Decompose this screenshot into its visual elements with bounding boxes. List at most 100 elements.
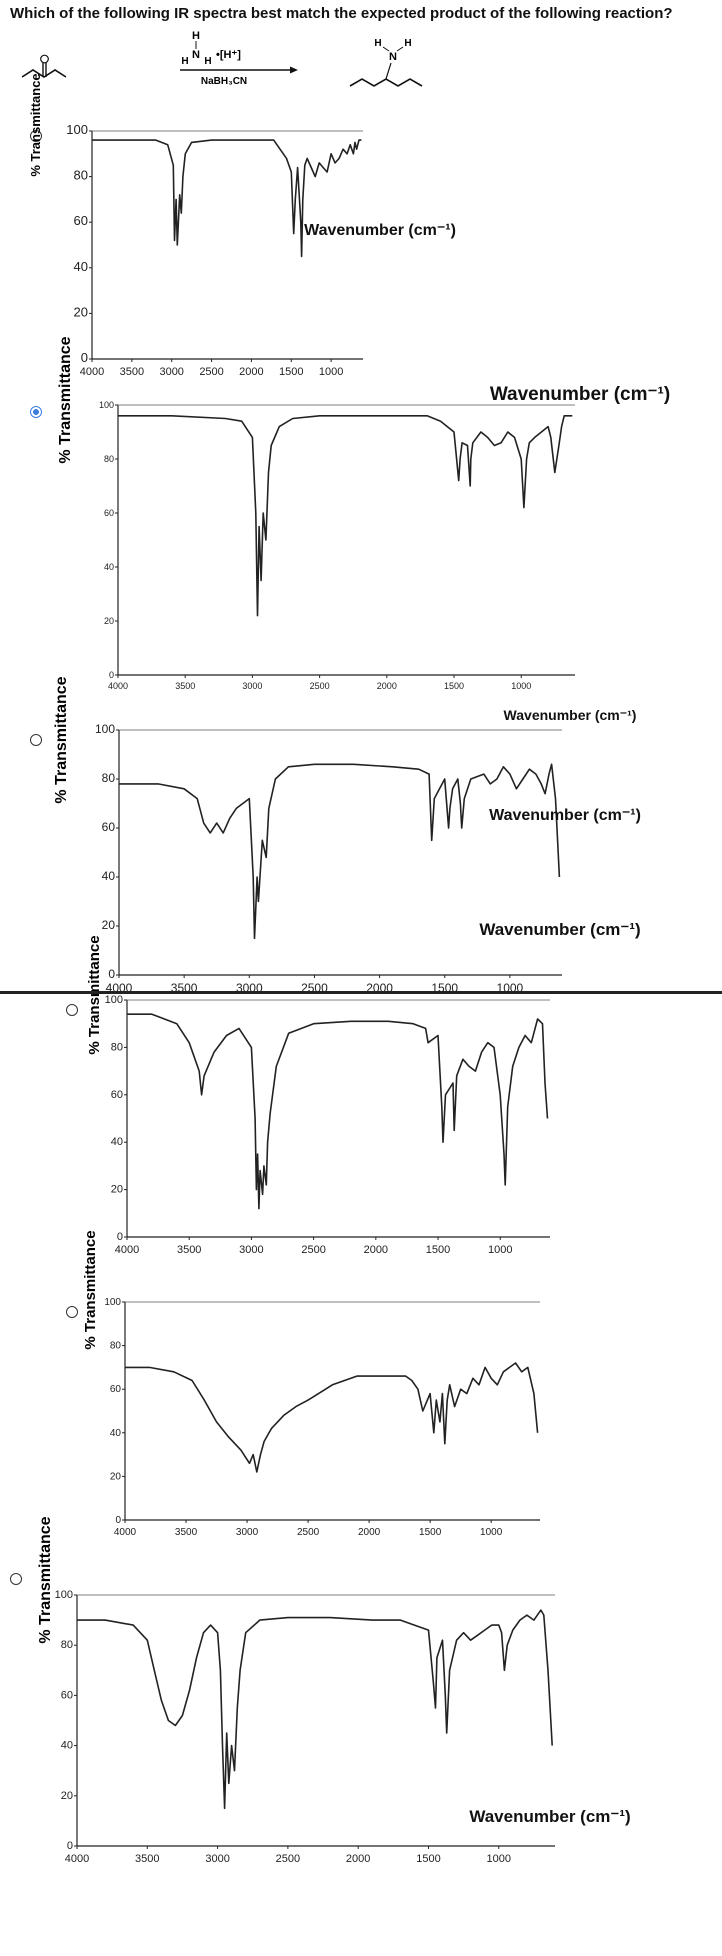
option-6-radio[interactable] [10,1573,22,1585]
y-tick-label: 40 [110,1428,122,1439]
y-tick-label: 20 [102,918,116,932]
x-tick-label: 1000 [487,1853,511,1865]
x-tick-label: 1000 [488,1244,512,1256]
spectrum-line [77,1609,553,1810]
y-tick-label: 0 [115,1515,121,1526]
y-tick-label: 100 [66,122,88,137]
x-tick-label: 3500 [120,366,144,378]
x-axis-label: Wavenumber (cm⁻¹) [479,920,640,939]
y-tick-label: 0 [117,1231,123,1243]
y-tick-label: 100 [104,1297,121,1308]
acid-catalyst: •[H⁺] [216,49,241,61]
x-axis-label: Wavenumber (cm⁻¹) [490,384,670,405]
y-tick-label: 60 [61,1689,73,1701]
y-axis-label: % Transmittance [37,1516,54,1643]
x-tick-label: 2500 [276,1853,300,1865]
y-tick-label: 100 [99,400,114,410]
x-tick-label: 2500 [297,1527,320,1538]
x-axis-label: Wavenumber (cm⁻¹) [469,1807,630,1826]
x-tick-label: 1000 [480,1527,503,1538]
x-tick-label: 1000 [319,366,343,378]
spectrum-line [127,1013,549,1210]
x-tick-label: 1500 [279,366,303,378]
y-tick-label: 20 [110,1471,122,1482]
x-tick-label: 4000 [65,1853,89,1865]
y-axis-label: % Transmittance [82,1230,99,1349]
x-tick-label: 3000 [242,681,262,691]
x-tick-label: 2500 [310,681,330,691]
y-tick-label: 0 [81,350,88,365]
y-tick-label: 20 [104,616,114,626]
y-tick-label: 40 [61,1740,73,1752]
y-tick-label: 20 [61,1790,73,1802]
y-tick-label: 80 [102,771,116,785]
x-tick-label: 2500 [301,1244,325,1256]
x-tick-label: 1500 [444,681,464,691]
y-tick-label: 40 [104,562,114,572]
reagent-n: N [192,49,200,61]
x-tick-label: 1000 [511,681,531,691]
x-tick-label: 1500 [416,1853,440,1865]
x-tick-label: 3000 [159,366,183,378]
product-h-right: H [404,38,411,49]
option-1-radio[interactable] [30,130,42,142]
x-tick-label: 2000 [364,1244,388,1256]
x-tick-label: 4000 [114,1527,137,1538]
y-tick-label: 80 [110,1341,122,1352]
y-tick-label: 0 [109,670,114,680]
spectrum-line [125,1362,539,1473]
x-axis-label: Wavenumber (cm⁻¹) [504,707,637,723]
option-3-radio[interactable] [30,734,42,746]
x-tick-label: 3500 [177,1244,201,1256]
y-tick-label: 40 [102,869,116,883]
x-axis-label: Wavenumber (cm⁻¹) [489,807,641,824]
y-tick-label: 60 [111,1089,123,1101]
x-tick-label: 3000 [205,1853,229,1865]
y-tick-label: 60 [110,1384,122,1395]
x-tick-label: 2000 [377,681,397,691]
y-tick-label: 60 [74,213,88,228]
x-tick-label: 2000 [346,1853,370,1865]
option-2-radio[interactable] [30,406,42,418]
option-5-radio[interactable] [66,1306,78,1318]
y-tick-label: 80 [74,168,88,183]
section-divider [0,991,722,994]
y-tick-label: 40 [74,259,88,274]
y-tick-label: 60 [102,820,116,834]
product-n: N [389,51,397,63]
y-tick-label: 0 [67,1840,73,1852]
x-tick-label: 1500 [426,1244,450,1256]
x-tick-label: 4000 [80,366,104,378]
x-tick-label: 3500 [135,1853,159,1865]
y-tick-label: 20 [74,304,88,319]
x-tick-label: 2000 [358,1527,381,1538]
y-tick-label: 100 [105,994,123,1006]
x-tick-label: 4000 [108,681,128,691]
x-tick-label: 2000 [239,366,263,378]
reagent-h-right: H [204,56,211,67]
spectrum-line [92,139,362,258]
y-axis-label: % Transmittance [28,73,43,176]
product-h-left: H [374,38,381,49]
spectrum-line [118,414,573,617]
y-axis-label: % Transmittance [53,676,70,803]
y-tick-label: 80 [61,1639,73,1651]
x-tick-label: 2500 [199,366,223,378]
y-axis-label: % Transmittance [57,336,74,463]
option-4-radio[interactable] [66,1004,78,1016]
x-tick-label: 3000 [239,1244,263,1256]
y-tick-label: 20 [111,1184,123,1196]
y-tick-label: 0 [108,967,115,981]
reaction-scheme: H N H H •[H⁺] NaBH₃CN H H N [21,30,423,87]
question-text: Which of the following IR spectra best m… [10,5,673,22]
y-tick-label: 80 [104,454,114,464]
y-tick-label: 60 [104,508,114,518]
x-tick-label: 1500 [419,1527,442,1538]
reagent-h-top: H [192,30,200,42]
y-tick-label: 40 [111,1136,123,1148]
y-axis-label: % Transmittance [86,935,103,1054]
spectrum-line [119,763,561,940]
